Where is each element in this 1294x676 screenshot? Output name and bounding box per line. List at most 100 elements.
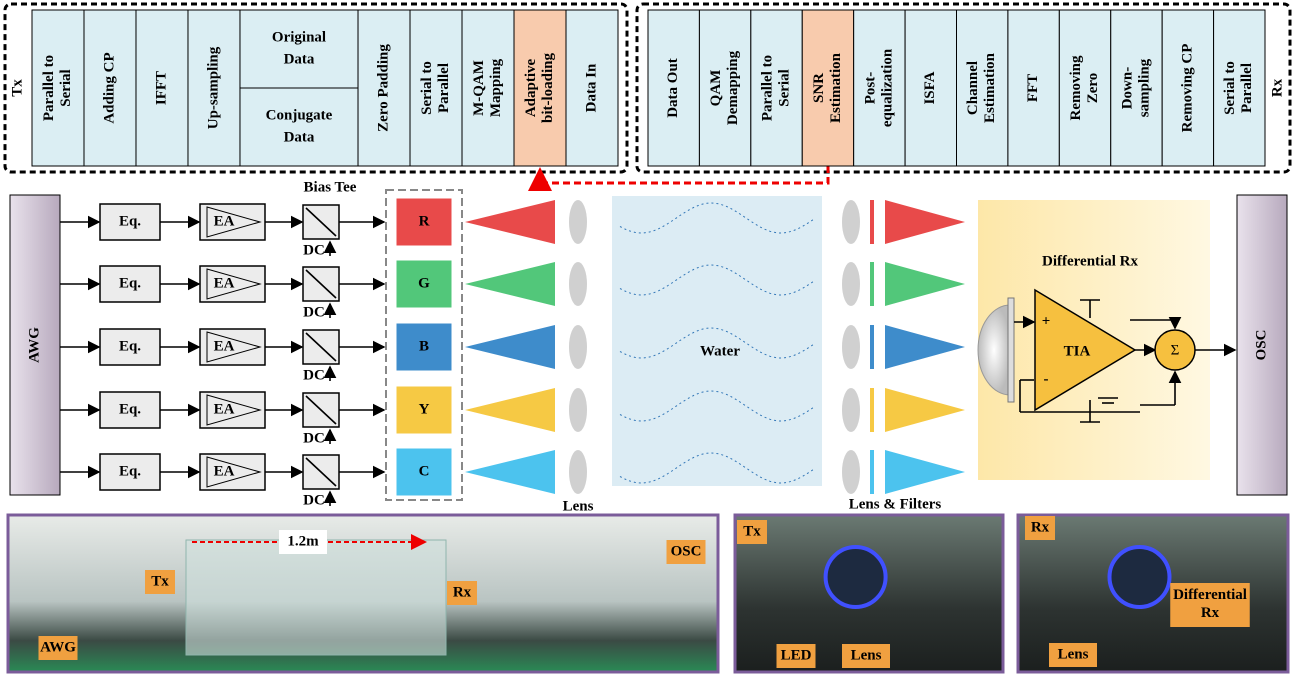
sum-label: Σ (1171, 342, 1180, 358)
rx-lens (842, 262, 860, 306)
block-text: Post- (862, 72, 878, 105)
block-text: Zero (1085, 73, 1101, 104)
tia-plus: + (1042, 313, 1051, 329)
ea-label: EA (214, 338, 235, 354)
block-text: Removing CP (1179, 44, 1195, 133)
block-text: M-QAM (471, 60, 487, 116)
water-label: Water (700, 343, 740, 359)
tag-line: Rx (1201, 605, 1220, 621)
photo-label: Tx (151, 573, 169, 589)
block-text: bit-loading (540, 52, 556, 123)
block-text: sampling (1136, 58, 1152, 117)
rx-beam (885, 200, 965, 244)
lens (569, 262, 587, 306)
block-text: Channel (965, 61, 981, 115)
pd-window (1008, 298, 1014, 402)
eq-label: Eq. (119, 463, 141, 479)
eq-label: Eq. (119, 275, 141, 291)
block-text: Conjugate (266, 107, 333, 123)
filter (870, 200, 874, 244)
lens (569, 388, 587, 432)
block-text: IFFT (153, 71, 169, 105)
optic (1110, 547, 1170, 607)
led-label: R (419, 213, 430, 229)
block-text: SNR (811, 73, 827, 103)
ea-label: EA (214, 463, 235, 479)
block-text: Serial (58, 69, 74, 107)
ea-label: EA (214, 401, 235, 417)
block-text: Estimation (982, 52, 998, 123)
led-label: Y (419, 401, 430, 417)
lens (569, 200, 587, 244)
lens-filters-label: Lens & Filters (849, 496, 942, 512)
rx-beam (885, 325, 965, 369)
diagram: TxParallel toSerialAdding CPIFFTUp-sampl… (0, 0, 1294, 676)
block-text: Data In (583, 63, 599, 112)
rx-beam (885, 262, 965, 306)
block-text: Removing (1068, 55, 1084, 120)
block-text: Adding CP (101, 52, 117, 123)
tia-label: TIA (1064, 343, 1091, 359)
tank (186, 540, 446, 655)
block-text: Adaptive (523, 58, 539, 117)
dc-label: DC (303, 304, 325, 320)
rx-beam (885, 450, 965, 494)
water-tank (612, 196, 822, 486)
photo-label: Lens (1058, 646, 1089, 662)
dc-label: DC (303, 367, 325, 383)
block-text: Parallel to (41, 55, 57, 121)
filter (870, 450, 874, 494)
rx-lens (842, 388, 860, 432)
beam (465, 450, 555, 494)
tia-minus: - (1044, 371, 1049, 387)
block-text: Zero Padding (375, 44, 391, 132)
tag-line: Differential (1173, 587, 1247, 603)
ea-label: EA (214, 275, 235, 291)
block-text: Up-sampling (205, 46, 221, 129)
block-text: Data Out (665, 58, 681, 118)
eq-label: Eq. (119, 401, 141, 417)
led-label: C (419, 463, 430, 479)
rx-lens (842, 325, 860, 369)
ea-label: EA (214, 213, 235, 229)
chain-label: Rx (1269, 78, 1285, 97)
block-text: Down- (1119, 67, 1135, 110)
block-text: ISFA (922, 71, 938, 104)
photo-label: AWG (40, 639, 76, 655)
block-text: QAM (708, 70, 724, 107)
rx-lens (842, 200, 860, 244)
photo-label: OSC (671, 543, 702, 559)
block-text: Data (284, 129, 315, 145)
block-text: Serial to (419, 61, 435, 115)
eq-label: Eq. (119, 338, 141, 354)
lens (569, 325, 587, 369)
feedback-arrow (540, 166, 828, 183)
eq-label: Eq. (119, 213, 141, 229)
dc-label: DC (303, 492, 325, 508)
osc-label: OSC (1253, 330, 1269, 361)
block-text: Data (284, 51, 315, 67)
block-text: Serial to (1222, 61, 1238, 115)
beam (465, 200, 555, 244)
awg-label: AWG (26, 327, 42, 363)
block-text: Parallel to (759, 55, 775, 121)
dc-label: DC (303, 430, 325, 446)
block-text: Original (272, 29, 326, 45)
led-label: B (419, 338, 429, 354)
bias-tee-label: Bias Tee (304, 179, 357, 195)
photo-label: Rx (453, 584, 472, 600)
block-text: Parallel (1239, 63, 1255, 113)
photo-label: Tx (743, 523, 761, 539)
filter (870, 388, 874, 432)
photo-label: 1.2m (287, 533, 319, 549)
photo-label: Lens (851, 647, 882, 663)
lens (569, 450, 587, 494)
beam (465, 325, 555, 369)
beam (465, 262, 555, 306)
block (240, 10, 358, 88)
dc-label: DC (303, 242, 325, 258)
block-text: Demapping (725, 50, 741, 125)
block-text: Serial (776, 69, 792, 107)
block-text: FFT (1025, 74, 1041, 102)
lens-label: Lens (563, 498, 594, 514)
